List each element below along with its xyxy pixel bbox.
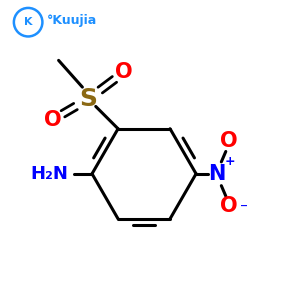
Text: °Kuujia: °Kuujia	[46, 14, 97, 27]
Text: O: O	[220, 131, 238, 151]
Text: N: N	[208, 164, 226, 184]
Text: O: O	[220, 196, 238, 217]
Text: S: S	[79, 87, 97, 111]
Text: +: +	[225, 155, 236, 168]
Text: ⁻: ⁻	[240, 202, 248, 217]
Text: H₂N: H₂N	[30, 165, 68, 183]
Text: O: O	[115, 62, 133, 82]
Text: O: O	[44, 110, 62, 130]
Text: K: K	[24, 17, 32, 27]
